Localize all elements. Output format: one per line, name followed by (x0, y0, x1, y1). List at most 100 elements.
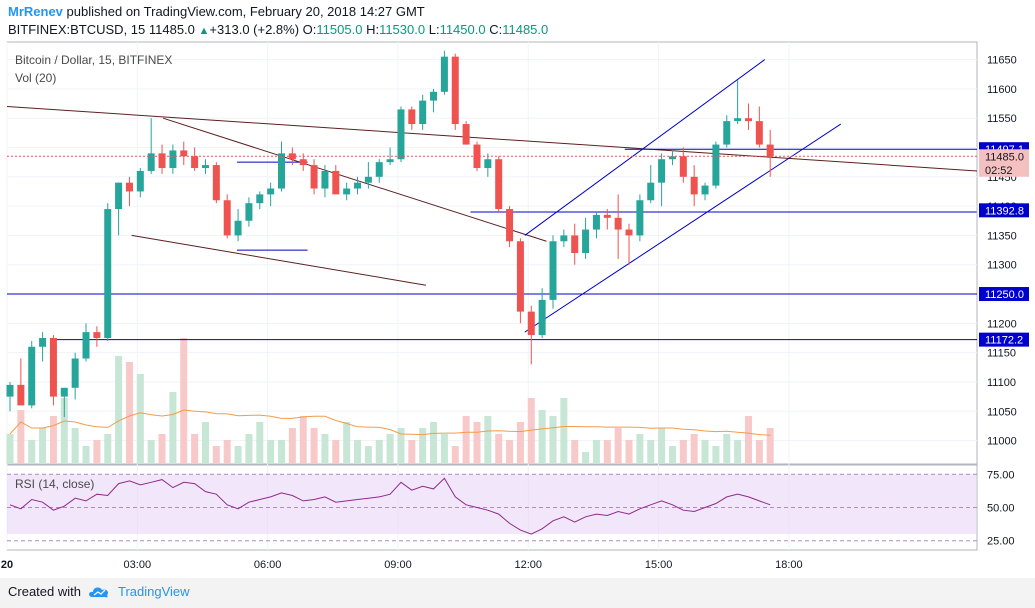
candle-body (82, 332, 90, 359)
volume-bar (28, 440, 36, 464)
volume-bar (571, 440, 579, 464)
candle-body (158, 153, 166, 169)
price-tick-label: 11000 (987, 436, 1017, 448)
close-value: 11485.0 (502, 22, 549, 37)
open-label: O: (302, 22, 317, 37)
chart-canvas[interactable]: 1100011050111001115011200112501130011350… (0, 0, 1035, 578)
price-label-text: 11392.8 (985, 205, 1024, 217)
candle-body (234, 220, 242, 236)
volume-bar (191, 434, 199, 464)
volume-bar (723, 434, 731, 464)
rsi-plot (7, 473, 977, 542)
last-price: 11485.0 (148, 22, 195, 37)
price-axis[interactable]: 1100011050111001115011200112501130011350… (987, 55, 1017, 548)
high-label: H: (366, 22, 380, 37)
candle-body (180, 150, 188, 157)
candle-body (603, 214, 611, 218)
candle-body (321, 170, 329, 189)
candle-body (560, 235, 568, 242)
candle-body (49, 337, 57, 397)
candle-body (115, 182, 123, 210)
volume-bar (158, 434, 166, 464)
candle-body (191, 156, 199, 169)
price-label-text: 11172.2 (985, 335, 1023, 347)
candle-body (625, 229, 633, 236)
candle-body (354, 182, 362, 189)
candle-body (734, 118, 742, 122)
candle-body (343, 188, 351, 195)
candle-body (364, 176, 372, 183)
volume-bar (603, 440, 611, 464)
time-axis[interactable]: 20 03:00 06:00 09:00 12:00 15:00 18:00 (1, 559, 803, 571)
volume-bar (288, 428, 296, 464)
candle-body (71, 358, 79, 388)
chart-header: MrRenev published on TradingView.com, Fe… (0, 0, 1035, 40)
volume-bar (462, 416, 470, 464)
candle-body (17, 384, 25, 406)
volume-bar (755, 440, 763, 464)
volume-bar (386, 434, 394, 464)
rsi-tick-label: 75.00 (987, 469, 1015, 481)
volume-bar (245, 434, 253, 464)
volume-bar (234, 446, 242, 464)
candle-body (104, 209, 112, 338)
author-link[interactable]: MrRenev (8, 4, 63, 19)
candle-body (614, 217, 622, 230)
main-pane[interactable] (6, 41, 978, 465)
candle-body (136, 170, 144, 192)
volume-legend: Vol (20) (15, 71, 56, 85)
candle-body (408, 109, 416, 125)
time-tick-label: 03:00 (124, 559, 152, 571)
rsi-band (7, 474, 977, 535)
price-tick-label: 11050 (987, 406, 1017, 418)
rsi-legend: RSI (14, close) (15, 477, 94, 491)
volume-bar (614, 428, 622, 464)
candle-body (299, 159, 307, 166)
volume-bar (506, 440, 514, 464)
volume-bar (147, 440, 155, 464)
volume-bar (82, 446, 90, 464)
time-tick-label: 15:00 (645, 559, 673, 571)
rsi-tick-label: 50.00 (987, 503, 1015, 515)
low-value: 11450.0 (439, 22, 486, 37)
price-tick-label: 11650 (987, 55, 1017, 67)
open-value: 11505.0 (316, 22, 363, 37)
candle-body (60, 387, 68, 397)
rsi-tick-label: 25.00 (987, 536, 1015, 548)
volume-bar (125, 362, 133, 464)
volume-bar (6, 434, 14, 464)
candle-body (495, 159, 503, 210)
candle-body (375, 162, 383, 177)
candle-body (125, 182, 133, 192)
volume-bar (104, 434, 112, 464)
candle-body (39, 337, 47, 347)
price-label-text: 11250.0 (985, 289, 1024, 301)
price-tick-label: 11150 (987, 348, 1016, 360)
price-label-box (979, 149, 1029, 164)
volume-bar (71, 428, 79, 464)
volume-bar (299, 416, 307, 464)
volume-bar (256, 422, 264, 464)
candle-body (386, 159, 394, 163)
volume-bar (538, 410, 546, 464)
candle-body (516, 241, 524, 312)
volume-bar (495, 434, 503, 464)
price-label-box (979, 287, 1029, 302)
series-title: Bitcoin / Dollar, 15, BITFINEX (15, 53, 172, 67)
volume-ma-line (9, 409, 771, 436)
volume-bar (690, 434, 698, 464)
price-change: +313.0 (+2.8%) (209, 22, 300, 37)
volume-bar (17, 410, 25, 464)
volume-bar (440, 434, 448, 464)
time-tick-label: 12:00 (515, 559, 543, 571)
high-value: 11530.0 (379, 22, 426, 37)
time-tick-label: 20 (1, 559, 13, 571)
candle-body (419, 100, 427, 125)
price-tick-label: 11550 (987, 113, 1017, 125)
price-tick-label: 11350 (987, 230, 1017, 242)
volume-bar (549, 416, 557, 464)
drawings[interactable] (6, 59, 978, 341)
volume-bar (321, 434, 329, 464)
candle-body (397, 109, 405, 160)
